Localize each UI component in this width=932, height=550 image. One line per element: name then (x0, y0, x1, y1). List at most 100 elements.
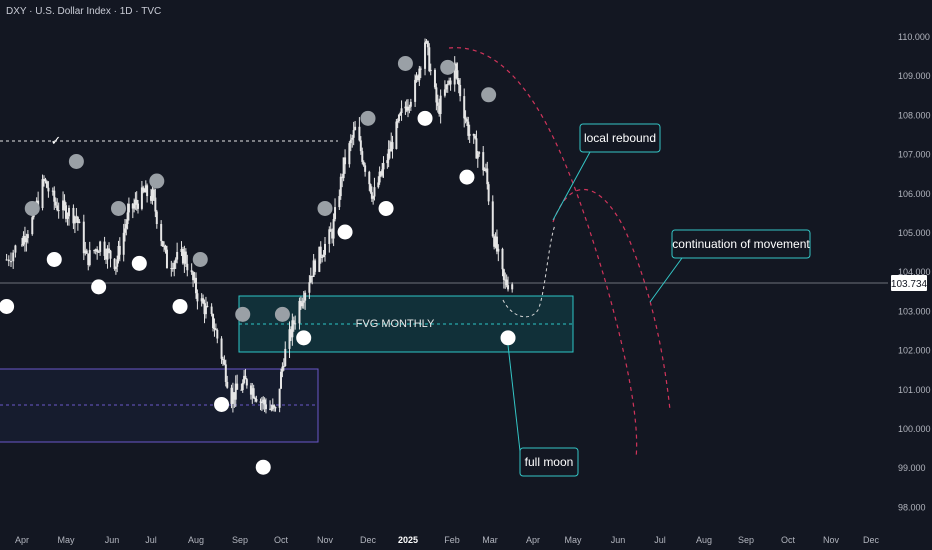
full-moon-marker (131, 255, 147, 271)
candle-body (146, 185, 149, 197)
candle-body (483, 170, 486, 172)
candle-body (342, 157, 345, 179)
candle-body (487, 184, 490, 202)
candle-body (478, 152, 481, 154)
candle-body (226, 381, 229, 388)
candle-body (294, 323, 297, 325)
candle-body (113, 258, 116, 269)
candle-body (161, 241, 164, 247)
candle-body (349, 139, 352, 144)
local-rebound-callout[interactable]: local rebound (579, 123, 661, 153)
candle-body (426, 41, 429, 48)
candle-body (105, 256, 108, 260)
x-tick-label: Mar (482, 535, 498, 545)
y-tick-label: 100.000 (898, 424, 931, 434)
candle-body (445, 84, 448, 90)
candle-body (63, 200, 66, 206)
candle-body (354, 126, 357, 131)
candle-body (358, 126, 361, 141)
y-tick-label: 102.000 (898, 346, 931, 356)
candle-body (443, 89, 446, 96)
candle-body (497, 248, 500, 252)
candle-body (196, 293, 199, 302)
candle-body (491, 201, 494, 237)
candle-body (176, 251, 179, 260)
candle-body (193, 277, 196, 281)
candle-body (170, 267, 173, 269)
candle-body (400, 108, 403, 114)
continuation-callout[interactable]: continuation of movement (671, 229, 811, 259)
candle-body (505, 279, 508, 286)
new-moon-marker (440, 59, 456, 75)
candle-body (173, 262, 176, 270)
candle-body (348, 143, 351, 165)
candle-body (331, 231, 334, 239)
candle-body (378, 171, 381, 183)
candle-body (344, 157, 347, 165)
candle-body (433, 69, 436, 88)
price-axis[interactable]: 110.000 109.000 108.000 107.000 106.000 105.0… (898, 32, 931, 512)
candles-group (5, 38, 514, 414)
candle-body (134, 199, 137, 205)
candle-body (192, 272, 195, 281)
candle-body (116, 259, 119, 267)
new-moon-marker (317, 200, 333, 216)
candle-body (200, 298, 203, 302)
local-rebound-text: local rebound (584, 131, 656, 145)
candle-body (41, 179, 44, 209)
candle-body (163, 245, 166, 247)
candle-body (47, 187, 50, 192)
new-moon-marker (149, 173, 165, 189)
candle-body (362, 161, 365, 166)
full-moon-marker (255, 459, 271, 475)
candle-body (311, 275, 314, 277)
time-axis[interactable]: Apr May Jun Jul Aug Sep Oct Nov Dec 2025 Feb Mar Apr… (15, 535, 880, 545)
candle-body (183, 251, 186, 264)
candle-body (502, 269, 505, 280)
y-tick-label: 105.000 (898, 228, 931, 238)
candle-body (249, 385, 252, 395)
candle-body (280, 371, 282, 389)
candle-body (233, 392, 236, 400)
candle-body (463, 96, 466, 119)
candle-body (368, 171, 371, 185)
candle-body (262, 399, 265, 403)
candle-body (269, 408, 272, 410)
candle-body (118, 246, 121, 255)
candle-body (51, 190, 54, 192)
candle-body (465, 119, 468, 122)
candle-body (260, 402, 263, 404)
candle-body (26, 234, 29, 239)
candle-body (240, 389, 243, 391)
candle-body (160, 224, 163, 242)
candle-body (507, 285, 510, 290)
candle-body (284, 348, 287, 366)
bearish-projection-long (448, 47, 638, 459)
candle-body (174, 259, 177, 263)
candle-body (53, 190, 56, 202)
candle-body (299, 300, 302, 307)
candle-body (291, 320, 294, 338)
y-tick-label: 109.000 (898, 71, 931, 81)
candle-body (103, 241, 106, 257)
candle-body (212, 314, 215, 328)
x-tick-label: Apr (526, 535, 540, 545)
candle-body (414, 79, 417, 102)
full-moon-marker (214, 396, 230, 412)
y-tick-label: 106.000 (898, 189, 931, 199)
full-moon-callout[interactable]: full moon (519, 447, 579, 477)
current-price-text: 103.734 (891, 279, 928, 290)
plot-area[interactable]: FVG MONTHLY ✓ local rebound continuation… (0, 38, 888, 477)
y-tick-label: 98.000 (898, 502, 926, 512)
x-tick-label: Oct (781, 535, 796, 545)
candle-body (94, 249, 97, 251)
y-tick-label: 104.000 (898, 267, 931, 277)
candle-body (224, 364, 227, 382)
candle-body (292, 320, 295, 325)
candle-body (308, 282, 311, 293)
candle-body (408, 106, 411, 108)
candle-body (210, 306, 213, 315)
candle-body (181, 248, 184, 264)
candle-body (126, 212, 129, 225)
